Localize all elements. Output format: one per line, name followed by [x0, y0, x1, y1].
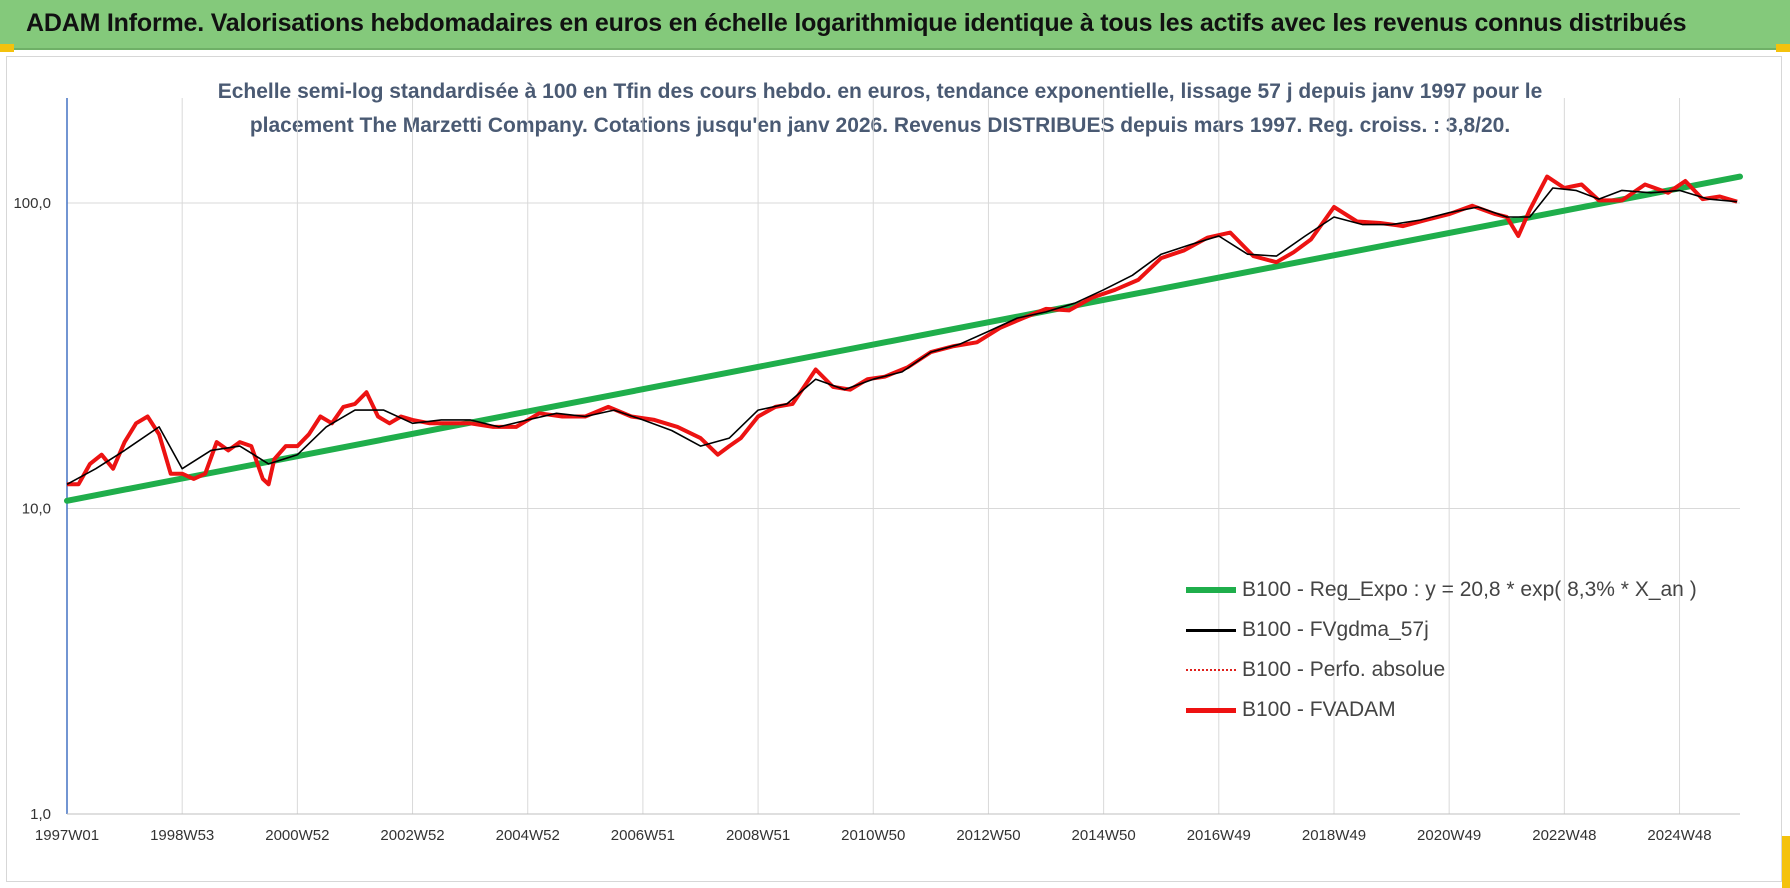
legend-item-regression[interactable]: B100 - Reg_Expo : y = 20,8 * exp( 8,3% *…: [1186, 570, 1706, 610]
x-tick-label: 2020W49: [1417, 827, 1481, 844]
legend-swatch-regression: [1186, 581, 1236, 599]
x-tick-label: 1998W53: [150, 827, 214, 844]
x-tick-label: 2024W48: [1647, 827, 1711, 844]
x-tick-label: 1997W01: [35, 827, 99, 844]
x-tick-label: 2008W51: [726, 827, 790, 844]
corner-marker-top-right: [1776, 44, 1790, 52]
y-tick-label: 1,0: [30, 806, 51, 823]
x-tick-label: 2006W51: [611, 827, 675, 844]
legend-item-fvadam[interactable]: B100 - FVADAM: [1186, 690, 1706, 730]
x-tick-label: 2000W52: [265, 827, 329, 844]
corner-marker-bottom-right: [1782, 836, 1790, 888]
x-tick-label: 2004W52: [496, 827, 560, 844]
x-tick-label: 2010W50: [841, 827, 905, 844]
series-line-perfo: [67, 175, 1738, 486]
x-tick-label: 2022W48: [1532, 827, 1596, 844]
header-banner: ADAM Informe. Valorisations hebdomadaire…: [0, 0, 1790, 50]
y-tick-label: 100,0: [13, 195, 51, 212]
banner-title: ADAM Informe. Valorisations hebdomadaire…: [26, 9, 1687, 37]
grid-layer: [67, 98, 1740, 814]
legend-item-perfo[interactable]: B100 - Perfo. absolue: [1186, 650, 1706, 690]
chart-title: Echelle semi-log standardisée à 100 en T…: [180, 75, 1580, 143]
legend-item-fvgdma[interactable]: B100 - FVgdma_57j: [1186, 610, 1706, 650]
chart-title-line-2: placement The Marzetti Company. Cotation…: [249, 114, 1511, 137]
chart-area: Echelle semi-log standardisée à 100 en T…: [0, 52, 1790, 888]
x-tick-label: 2016W49: [1187, 827, 1251, 844]
legend-label-regression: B100 - Reg_Expo : y = 20,8 * exp( 8,3% *…: [1242, 578, 1697, 601]
series-layer: [64, 173, 1743, 504]
axes-layer: [66, 98, 1740, 815]
legend-swatch-fvgdma: [1186, 621, 1236, 639]
x-tick-label: 2014W50: [1072, 827, 1136, 844]
chart-title-line-1: Echelle semi-log standardisée à 100 en T…: [217, 80, 1543, 103]
y-tick-label: 10,0: [22, 501, 51, 518]
legend-label-perfo: B100 - Perfo. absolue: [1242, 658, 1446, 681]
x-tick-label: 2002W52: [380, 827, 444, 844]
legend: B100 - Reg_Expo : y = 20,8 * exp( 8,3% *…: [1186, 570, 1706, 730]
tick-label-layer: 100,0 10,0 1,0 1997W01 1998W53 2000W52 2002W52…: [13, 195, 1711, 844]
legend-label-fvgdma: B100 - FVgdma_57j: [1242, 618, 1429, 641]
x-tick-label: 2012W50: [956, 827, 1020, 844]
x-tick-label: 2018W49: [1302, 827, 1366, 844]
legend-swatch-fvadam: [1186, 701, 1236, 719]
legend-swatch-perfo: [1186, 661, 1236, 679]
legend-label-fvadam: B100 - FVADAM: [1242, 698, 1396, 721]
plot-svg: 100,0 10,0 1,0 1997W01 1998W53 2000W52 2002W52…: [13, 98, 1743, 844]
corner-marker-top-left: [0, 44, 14, 52]
series-line-fvgdma: [66, 187, 1738, 486]
series-line-regression: [64, 173, 1743, 504]
